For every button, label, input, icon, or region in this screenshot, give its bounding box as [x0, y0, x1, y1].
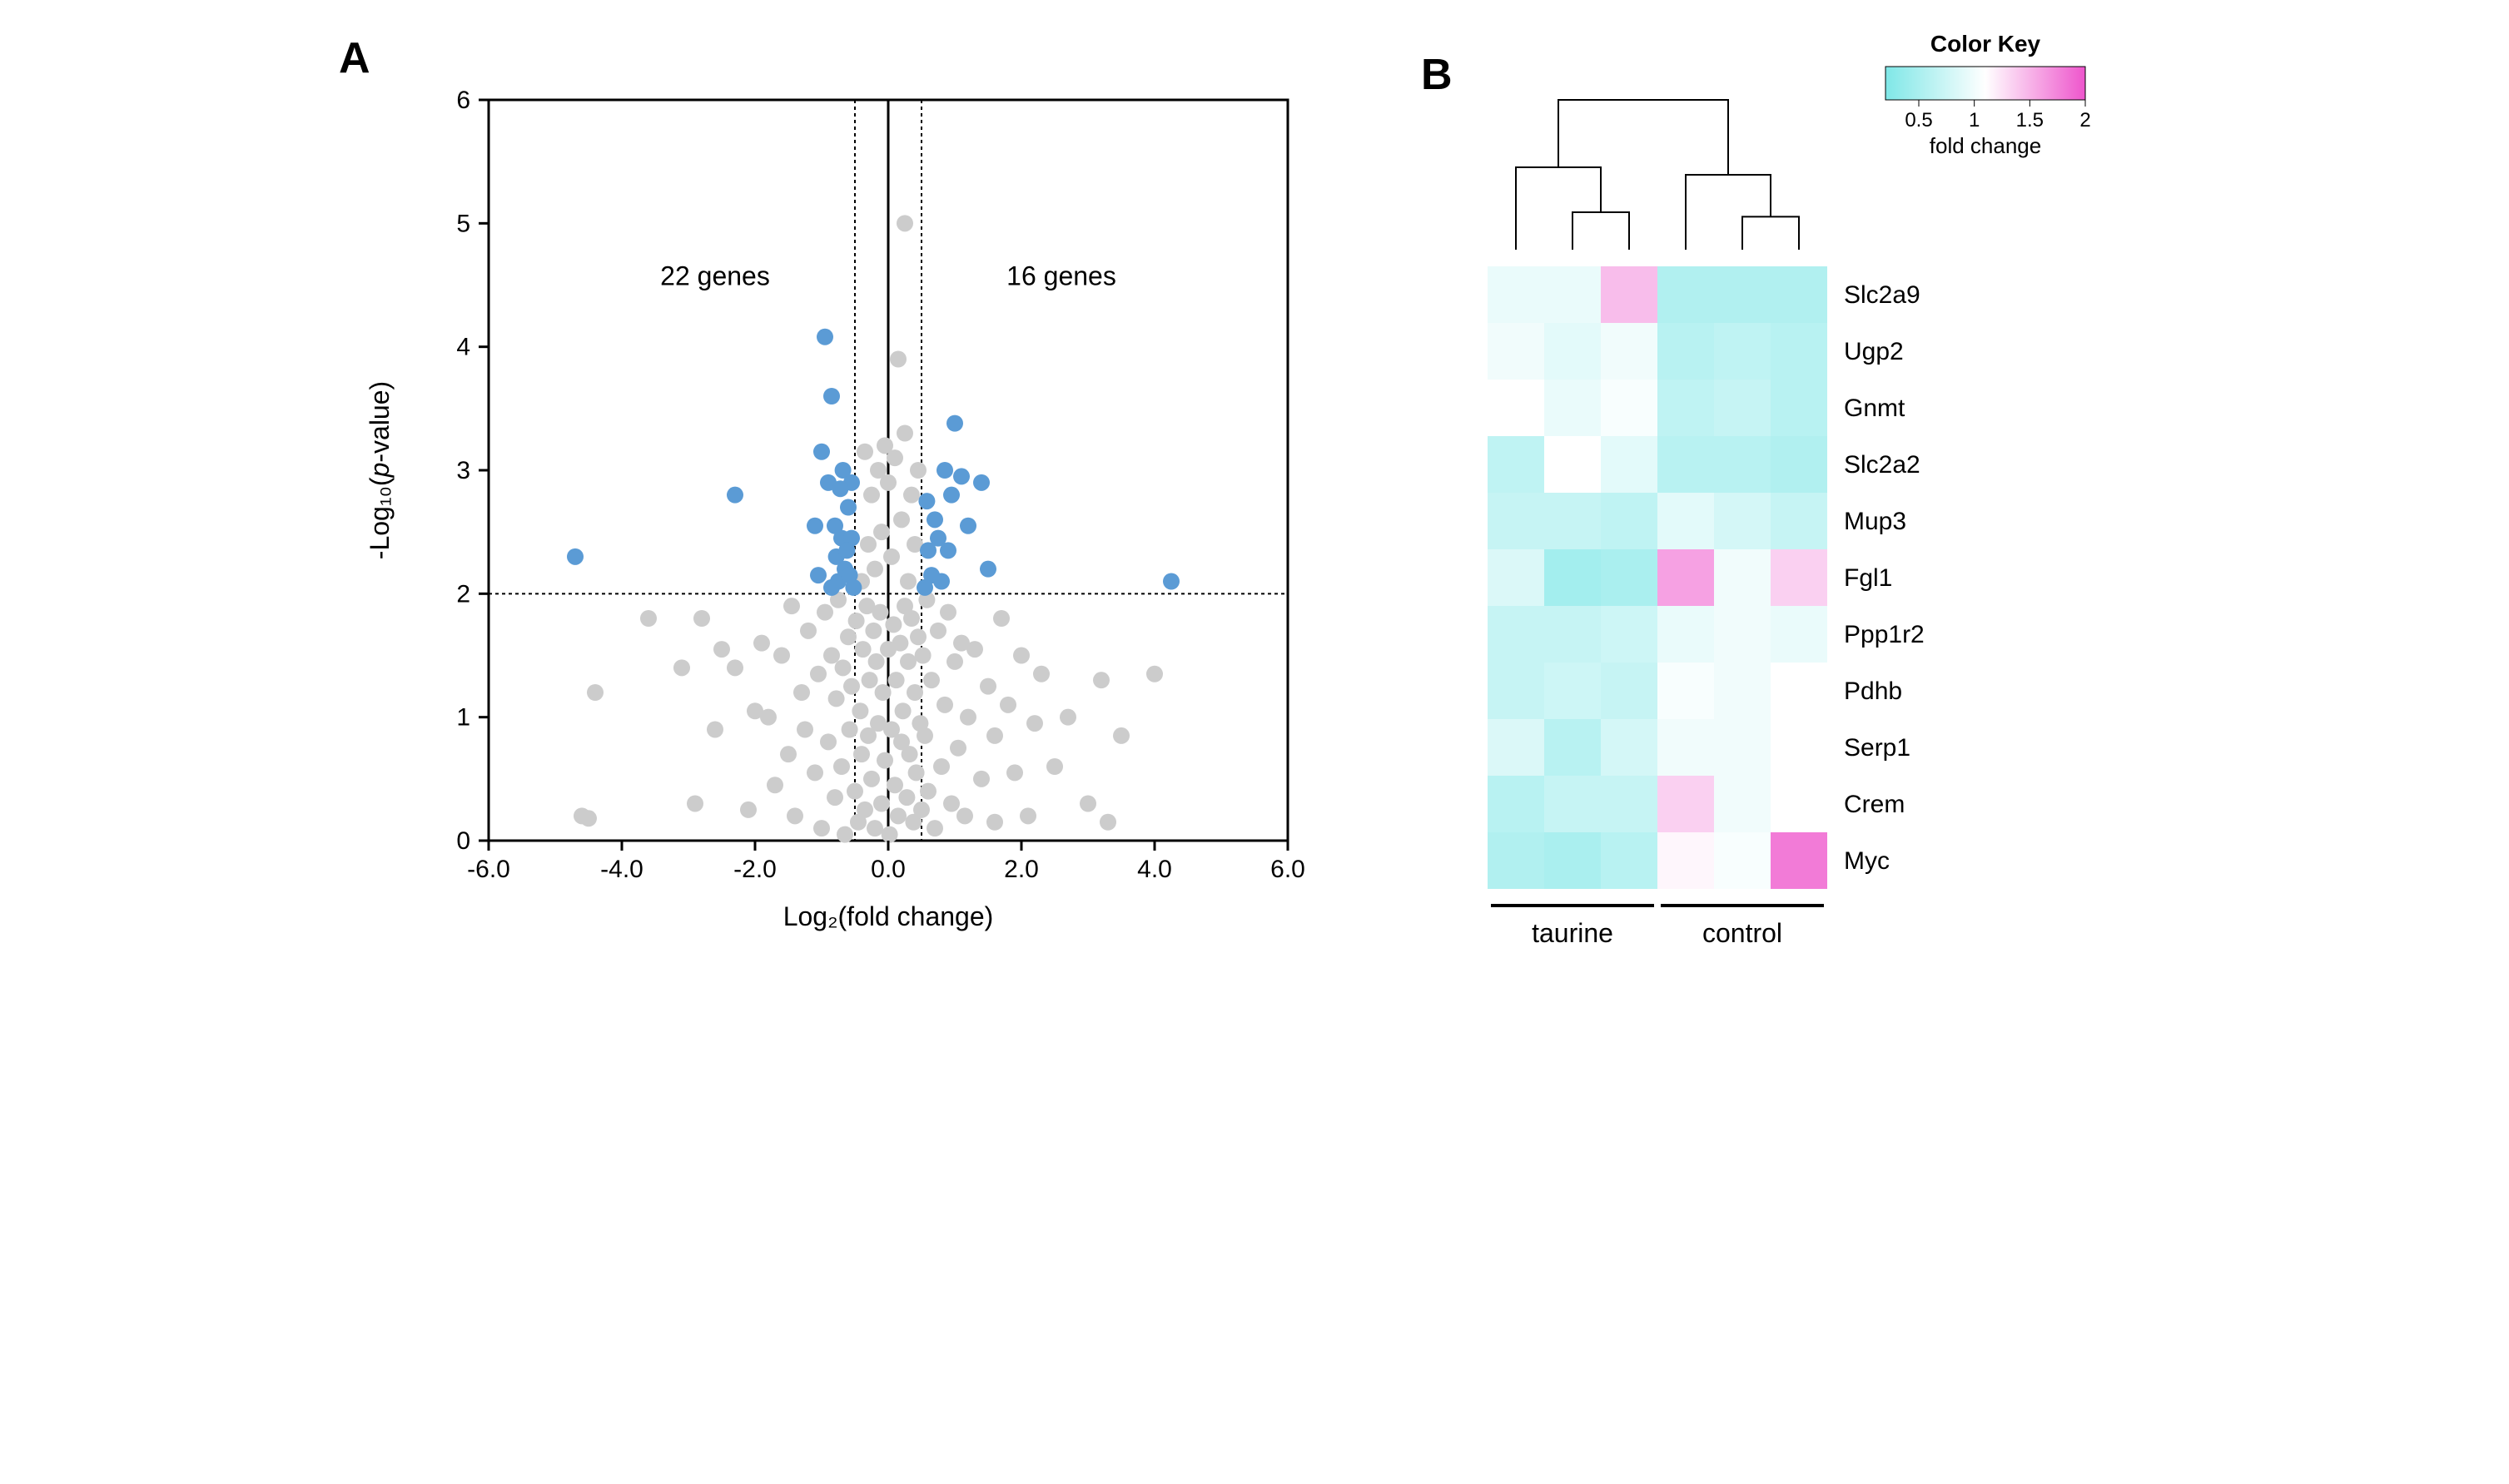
svg-text:0: 0 [456, 827, 470, 855]
svg-text:-Log₁₀(p-value): -Log₁₀(p-value) [365, 381, 395, 559]
svg-text:Fgl1: Fgl1 [1844, 564, 1892, 592]
svg-text:16 genes: 16 genes [1006, 261, 1116, 291]
svg-text:1: 1 [1969, 109, 1980, 132]
svg-text:2: 2 [456, 580, 470, 608]
svg-text:Slc2a9: Slc2a9 [1844, 281, 1920, 309]
svg-text:3: 3 [456, 457, 470, 484]
svg-text:0.0: 0.0 [871, 856, 906, 883]
svg-text:2: 2 [2079, 109, 2090, 132]
svg-text:6: 6 [456, 87, 470, 114]
panel-a: A -6.0 -4.0 -2.0 0.0 2.0 4.0 6.0 0 1 2 3 4 5 6 Log₂(fo… [339, 33, 1321, 949]
svg-text:-6.0: -6.0 [467, 856, 510, 883]
svg-text:4.0: 4.0 [1137, 856, 1172, 883]
svg-text:Crem: Crem [1844, 791, 1905, 818]
panel-b-label: B [1421, 50, 1453, 100]
svg-text:5: 5 [456, 210, 470, 237]
svg-text:Ppp1r2: Ppp1r2 [1844, 621, 1925, 648]
heatmap-plot: Slc2a9 Ugp2 Gnmt Slc2a2 Mup3 Fgl1 Ppp1r2 Pdhb Se… [1421, 33, 2170, 999]
svg-text:1.5: 1.5 [2016, 109, 2044, 132]
svg-text:Pdhb: Pdhb [1844, 677, 1902, 705]
svg-text:6.0: 6.0 [1270, 856, 1305, 883]
svg-text:fold change: fold change [1930, 133, 2041, 158]
svg-text:control: control [1702, 918, 1782, 948]
svg-text:-4.0: -4.0 [600, 856, 643, 883]
svg-text:0.5: 0.5 [1905, 109, 1932, 132]
svg-text:Gnmt: Gnmt [1844, 395, 1905, 422]
svg-text:Mup3: Mup3 [1844, 508, 1906, 535]
svg-text:Myc: Myc [1844, 847, 1890, 875]
svg-text:2.0: 2.0 [1004, 856, 1039, 883]
panel-b: B Slc2a9 Ugp2 Gnmt Slc2a2 Mup3 Fgl1 Ppp1r2 Pdhb… [1421, 33, 2170, 999]
svg-text:Color Key: Color Key [1930, 33, 2041, 57]
svg-text:22 genes: 22 genes [660, 261, 770, 291]
svg-text:4: 4 [456, 334, 470, 361]
panel-a-label: A [339, 33, 370, 83]
svg-text:1: 1 [456, 704, 470, 732]
svg-text:Ugp2: Ugp2 [1844, 338, 1904, 365]
svg-text:Serp1: Serp1 [1844, 734, 1910, 762]
svg-text:taurine: taurine [1532, 918, 1613, 948]
svg-text:Slc2a2: Slc2a2 [1844, 451, 1920, 479]
volcano-plot: -6.0 -4.0 -2.0 0.0 2.0 4.0 6.0 0 1 2 3 4 5 6 Log₂(fold… [339, 33, 1321, 949]
svg-text:Log₂(fold change): Log₂(fold change) [783, 901, 994, 931]
svg-text:-2.0: -2.0 [733, 856, 777, 883]
